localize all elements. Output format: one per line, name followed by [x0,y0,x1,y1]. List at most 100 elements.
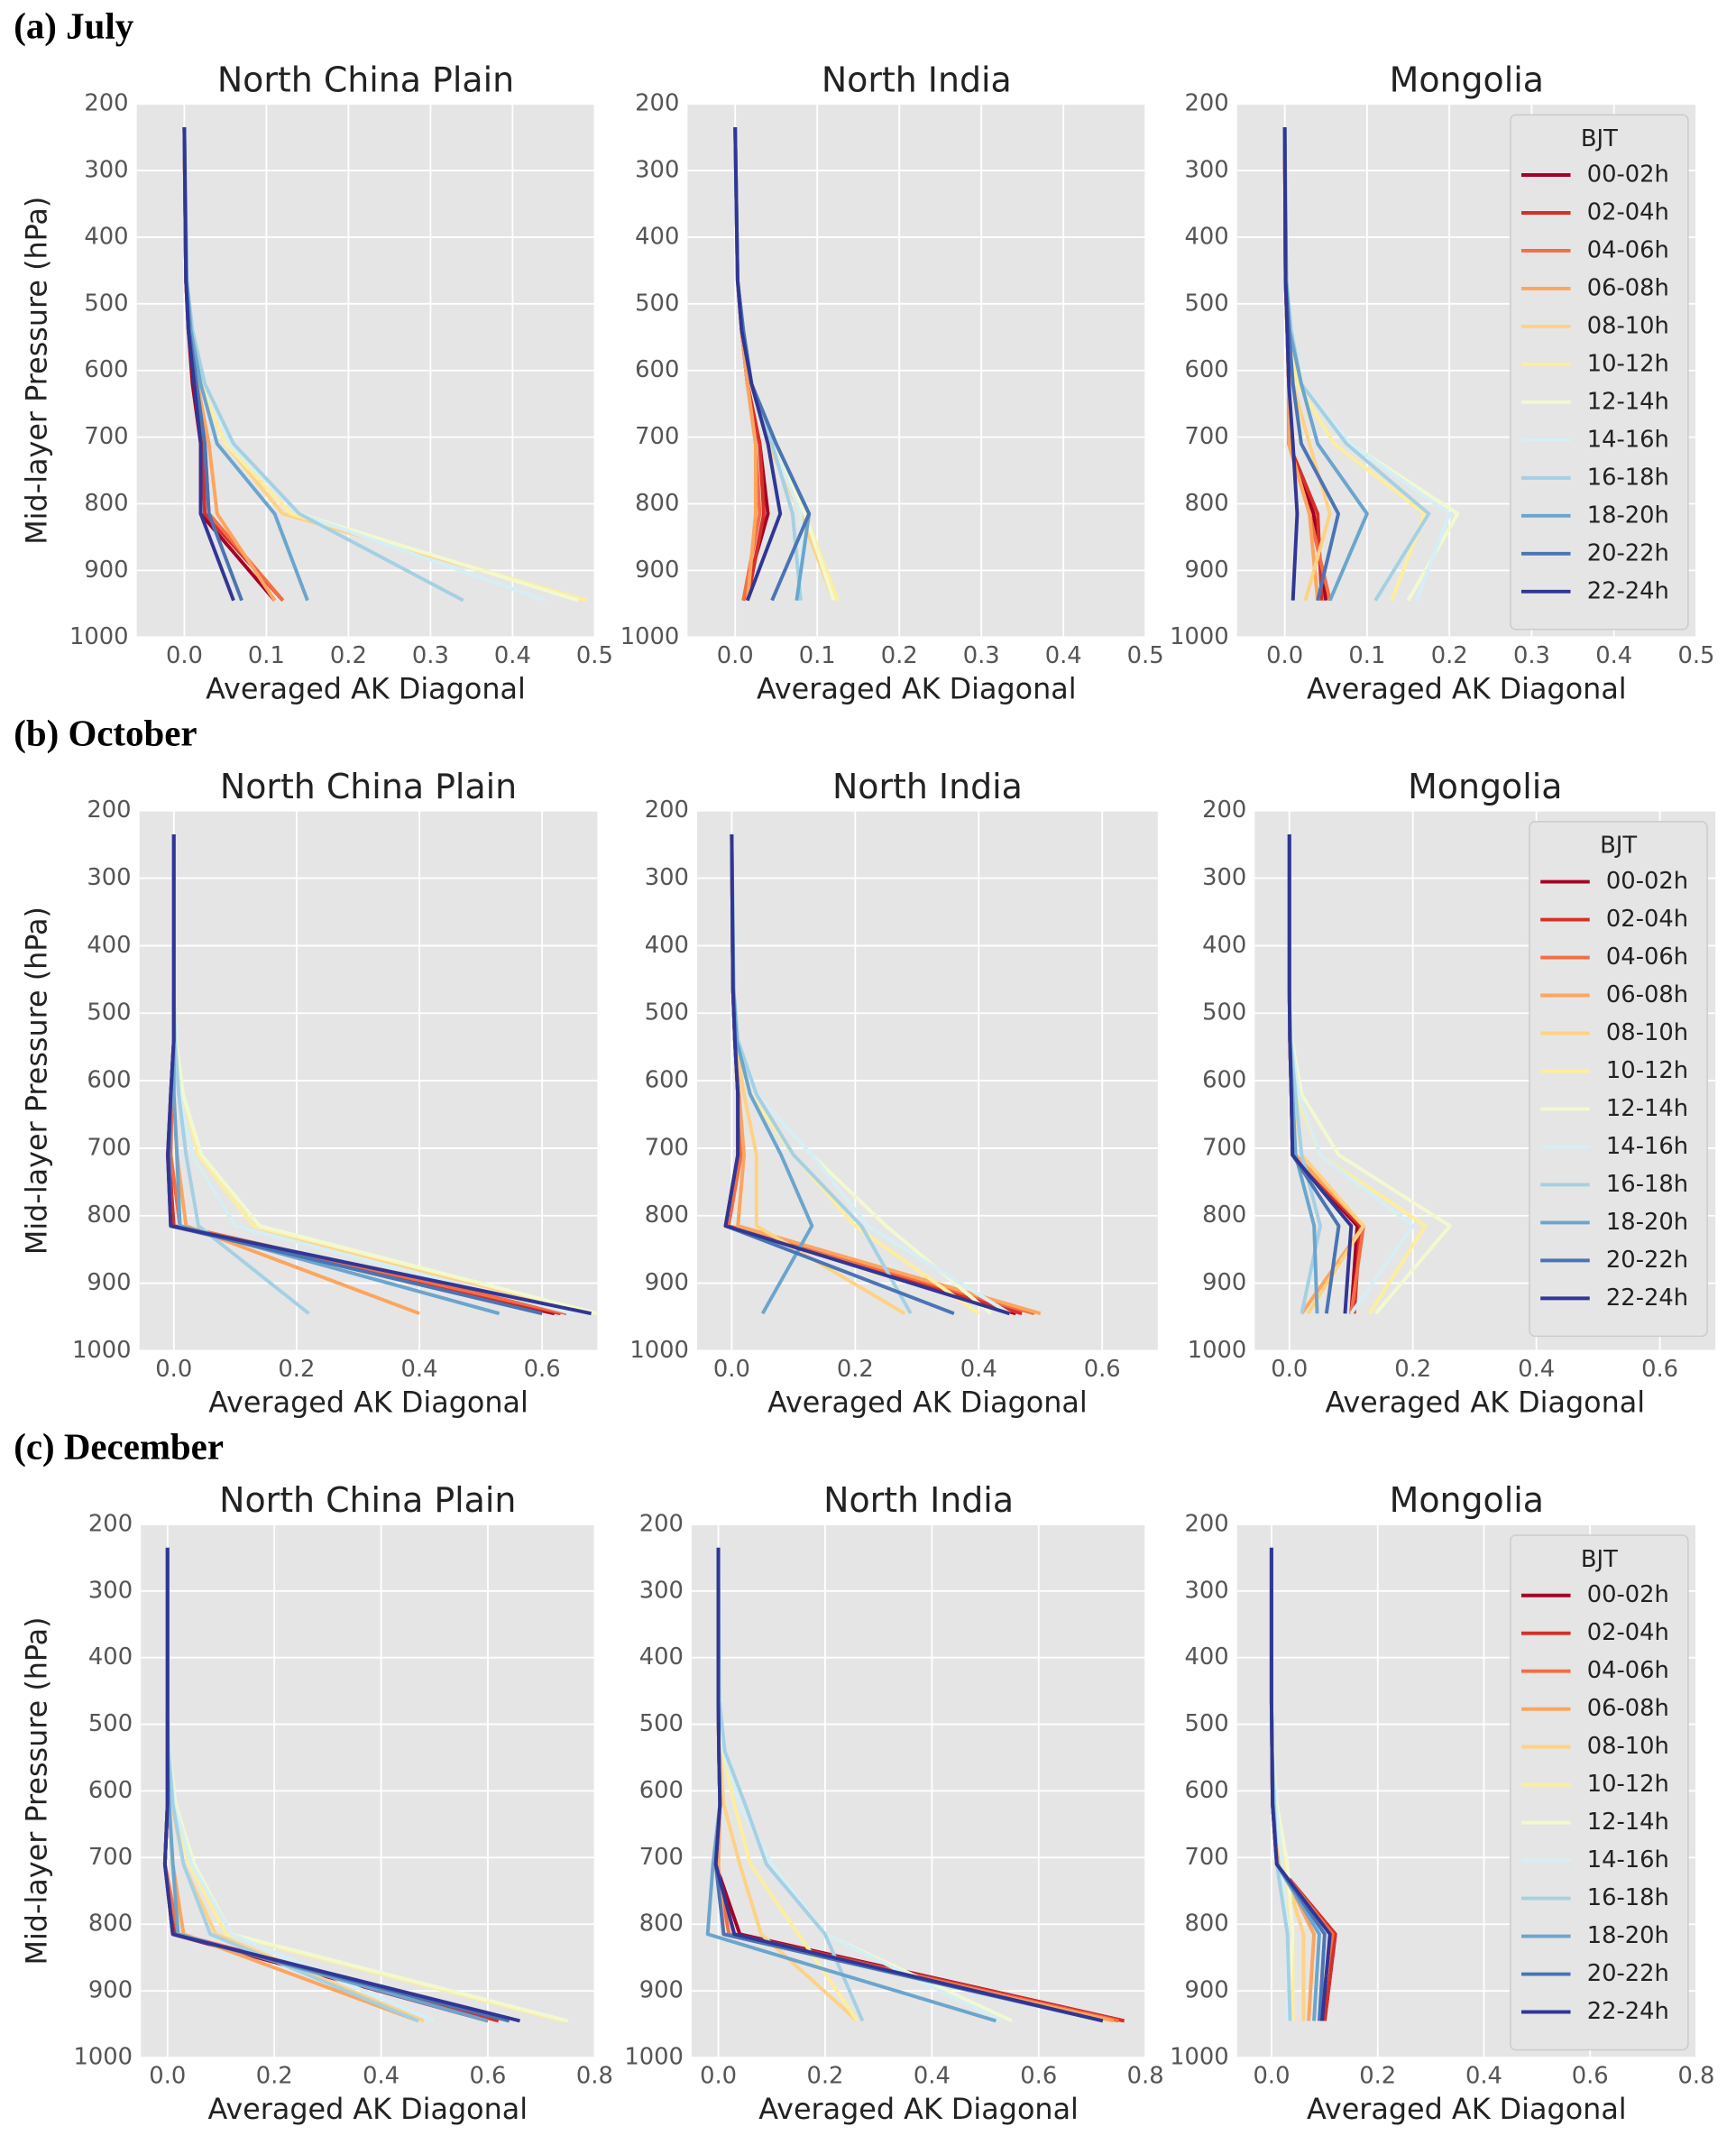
x-tick-label: 0.2 [1359,2063,1396,2090]
x-tick-label: 0.0 [1254,2063,1291,2090]
x-tick-label: 0.0 [717,642,754,669]
x-tick-label: 0.6 [1084,1356,1121,1383]
y-axis-label: Mid-layer Pressure (hPa) [20,197,54,545]
legend-box [1510,114,1689,631]
y-tick-label: 800 [635,490,679,517]
y-tick-label: 200 [645,796,689,824]
x-tick-label: 0.4 [960,1356,997,1383]
y-tick-label: 800 [84,490,128,517]
panel-title: Mongolia [1390,1480,1544,1520]
legend-label: 20-22h [1587,539,1669,566]
legend-label: 16-18h [1587,464,1669,491]
y-tick-label: 200 [635,90,679,117]
legend-label: 04-06h [1606,944,1688,971]
x-tick-label: 0.5 [1127,642,1164,669]
legend-box [1510,1534,1689,2051]
x-tick-label: 0.6 [1641,1356,1678,1383]
y-tick-label: 700 [88,1844,133,1871]
x-tick-label: 0.3 [963,642,1000,669]
y-tick-label: 600 [1202,1067,1246,1094]
x-tick-label: 0.2 [1431,642,1468,669]
y-tick-label: 300 [87,864,131,891]
legend-label: 14-16h [1587,426,1669,453]
legend-label: 14-16h [1606,1133,1688,1160]
x-tick-label: 0.4 [401,1356,438,1383]
y-tick-label: 900 [639,1977,684,2004]
legend-label: 06-08h [1606,981,1688,1008]
legend-box [1529,821,1708,1338]
y-tick-label: 800 [1184,490,1228,517]
y-tick-label: 400 [1184,223,1228,250]
profile-line [162,1547,520,2023]
y-tick-label: 700 [84,423,128,450]
y-tick-label: 1000 [1170,2044,1229,2071]
panel-title: North China Plain [217,60,514,99]
x-axis-label: Averaged AK Diagonal [757,671,1077,705]
legend-label: 20-22h [1587,1960,1669,1987]
y-tick-label: 500 [645,999,689,1026]
x-tick-label: 0.6 [1572,2063,1609,2090]
row-label: (b) October [14,713,197,753]
x-tick-label: 0.0 [166,642,203,669]
y-tick-label: 900 [1202,1269,1246,1296]
y-tick-label: 200 [1184,90,1228,117]
y-tick-label: 700 [639,1844,684,1871]
y-tick-label: 500 [88,1710,133,1737]
legend-label: 00-02h [1606,868,1688,895]
profile-line [713,1547,1104,2023]
y-tick-label: 300 [635,157,679,184]
y-tick-label: 900 [88,1977,133,2004]
y-tick-label: 300 [639,1577,684,1604]
x-tick-label: 0.8 [1127,2063,1164,2090]
legend-label: 08-10h [1587,312,1669,339]
y-tick-label: 600 [645,1067,689,1094]
legend-label: 20-22h [1606,1247,1688,1274]
y-tick-label: 800 [88,1910,133,1938]
x-tick-label: 0.6 [1020,2063,1057,2090]
legend-label: 02-04h [1587,1619,1669,1646]
x-tick-label: 0.4 [1465,2063,1502,2090]
x-tick-label: 0.4 [1595,642,1632,669]
profile-line [166,833,592,1316]
row-label: (c) December [14,1426,224,1467]
panel-title: North India [832,767,1023,806]
y-tick-label: 600 [87,1067,131,1094]
y-tick-label: 1000 [624,2044,684,2071]
x-tick-label: 0.1 [248,642,285,669]
y-tick-label: 700 [1184,423,1228,450]
x-tick-label: 0.2 [837,1356,874,1383]
x-axis-label: Averaged AK Diagonal [767,1386,1088,1420]
y-tick-label: 300 [1184,157,1228,184]
y-tick-label: 700 [1184,1844,1228,1871]
x-tick-label: 0.8 [1677,2063,1714,2090]
x-tick-label: 0.2 [1394,1356,1431,1383]
x-tick-label: 0.2 [256,2063,293,2090]
y-tick-label: 700 [645,1134,689,1161]
legend-label: 10-12h [1587,350,1669,377]
legend-label: 18-20h [1606,1209,1688,1236]
panel-title: North India [822,60,1012,99]
y-tick-label: 600 [635,356,679,383]
profile-line [1282,127,1300,601]
y-tick-label: 400 [88,1643,133,1671]
y-tick-label: 800 [87,1201,131,1229]
y-tick-label: 900 [645,1269,689,1296]
y-tick-label: 400 [635,223,679,250]
legend-label: 16-18h [1587,1884,1669,1911]
panel-title: Mongolia [1390,60,1544,99]
y-tick-label: 900 [635,557,679,584]
x-tick-label: 0.1 [799,642,836,669]
x-tick-label: 0.5 [1677,642,1714,669]
x-axis-label: Averaged AK Diagonal [1307,671,1627,705]
y-tick-label: 400 [1202,932,1246,959]
profile-line [182,127,235,602]
y-tick-label: 200 [88,1510,133,1537]
y-tick-label: 500 [87,999,131,1026]
legend-label: 18-20h [1587,502,1669,529]
x-tick-label: 0.0 [700,2063,737,2090]
y-tick-label: 800 [645,1201,689,1229]
x-axis-label: Averaged AK Diagonal [1307,2092,1627,2126]
y-tick-label: 500 [1184,290,1228,317]
y-tick-label: 900 [87,1269,131,1296]
